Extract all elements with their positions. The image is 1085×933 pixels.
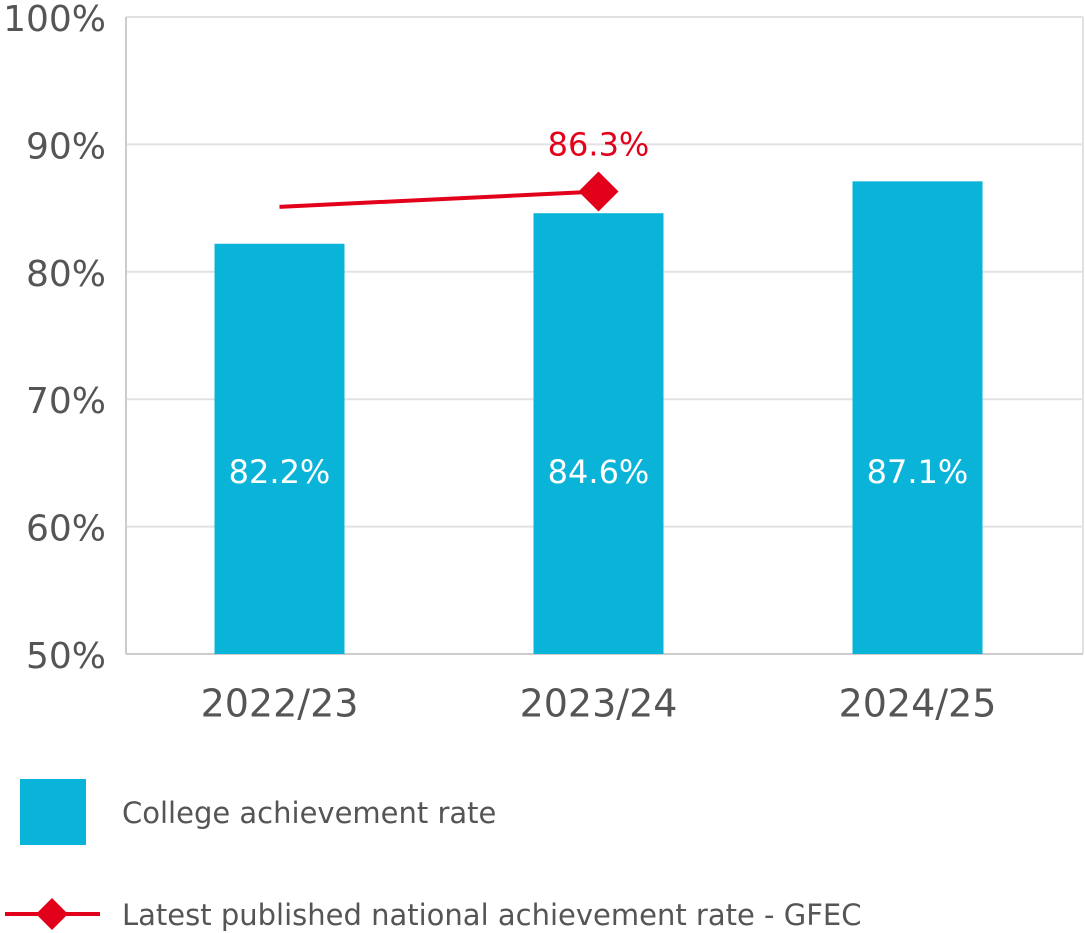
legend-label: Latest published national achievement ra… xyxy=(122,898,861,932)
y-tick-label: 100% xyxy=(3,0,106,40)
line xyxy=(279,189,599,209)
y-tick-label: 90% xyxy=(26,126,106,167)
x-tick-label: 2024/25 xyxy=(839,682,997,726)
legend-label: College achievement rate xyxy=(122,796,496,830)
legend-swatch xyxy=(20,779,86,845)
x-tick-label: 2022/23 xyxy=(201,682,359,726)
line-value-label: 86.3% xyxy=(548,126,650,164)
bar-value-label: 82.2% xyxy=(229,453,331,491)
line-marker xyxy=(578,171,619,212)
y-tick-label: 70% xyxy=(26,381,106,422)
y-tick-label: 50% xyxy=(26,636,106,677)
bar xyxy=(852,181,983,654)
bar-value-label: 87.1% xyxy=(867,453,969,491)
bar xyxy=(214,243,345,654)
legend-swatch xyxy=(36,898,68,930)
x-tick-label: 2023/24 xyxy=(520,682,678,726)
bar-value-label: 84.6% xyxy=(548,453,650,491)
y-tick-label: 80% xyxy=(26,254,106,295)
y-tick-label: 60% xyxy=(26,509,106,550)
bar xyxy=(533,213,664,655)
